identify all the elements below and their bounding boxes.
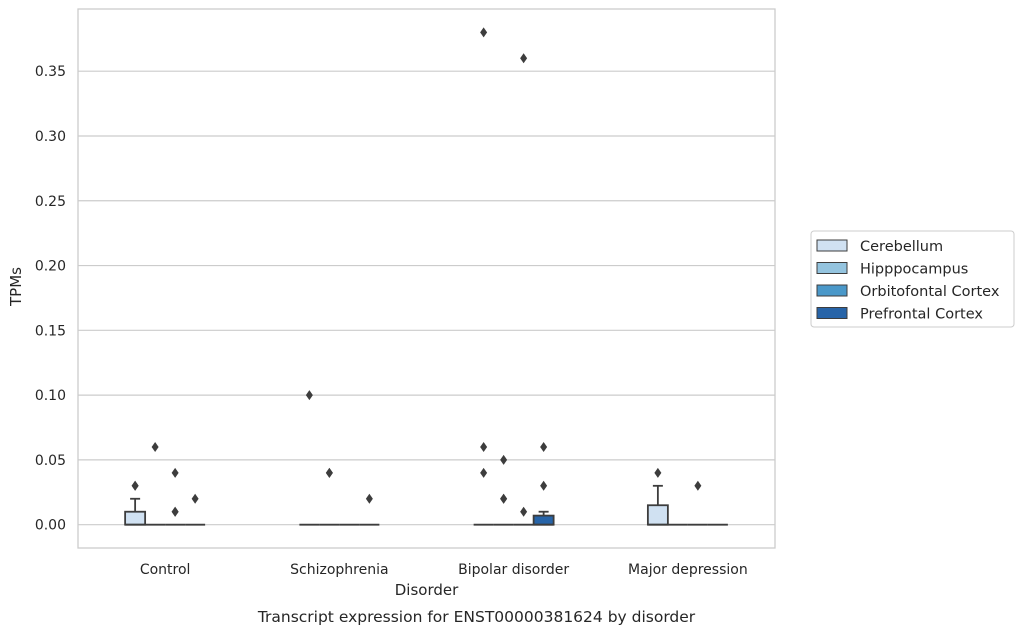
legend: Cerebellum Hipppocampus Orbitofontal Corte… (810, 230, 1015, 328)
outlier-point (365, 493, 373, 504)
outlier-point (520, 53, 528, 64)
outlier-point (131, 480, 139, 491)
y-tick-label: 0.00 (35, 518, 66, 534)
legend-frame (810, 230, 1015, 328)
x-tick-label: Control (140, 562, 191, 578)
plot-frame (77, 8, 776, 549)
x-tick-labels: Control Schizophrenia Bipolar disorder Majo… (140, 562, 748, 578)
outlier-point (171, 506, 179, 517)
y-tick-label: 0.30 (35, 129, 66, 145)
outlier-point (500, 493, 508, 504)
x-tick-label: Schizophrenia (290, 562, 388, 578)
legend-entry: Orbitofontal Cortex (860, 284, 1000, 300)
legend-swatch (816, 262, 848, 274)
y-tick-label: 0.25 (35, 194, 66, 210)
outlier-point (191, 493, 199, 504)
outlier-point (325, 467, 333, 478)
legend-swatch (816, 239, 848, 252)
y-tick-label: 0.10 (35, 388, 66, 404)
y-tick-labels: 0.00 0.05 0.10 0.15 0.20 0.25 0.30 0.35 (35, 64, 66, 533)
outlier-point (654, 467, 662, 478)
outlier-point (480, 467, 488, 478)
y-tick-label: 0.05 (35, 453, 66, 469)
legend-entry: Hipppocampus (860, 262, 968, 278)
y-tick-label: 0.15 (35, 323, 66, 339)
x-tick-label: Major depression (628, 562, 748, 578)
outlier-point (694, 480, 702, 491)
x-axis-label: Disorder (395, 581, 459, 599)
x-tick-label: Bipolar disorder (458, 562, 569, 578)
outlier-point (500, 454, 508, 465)
outlier-point (520, 506, 528, 517)
box (532, 510, 555, 526)
boxes (124, 484, 728, 526)
legend-swatch (816, 284, 848, 297)
legend-entry: Prefrontal Cortex (860, 307, 983, 323)
chart-caption: Transcript expression for ENST0000038162… (257, 608, 696, 626)
outlier-markers (131, 27, 702, 517)
outlier-point (480, 441, 488, 452)
legend-entry: Cerebellum (860, 239, 943, 255)
grid-lines (78, 70, 775, 526)
box (646, 484, 669, 526)
legend-swatch (816, 307, 848, 319)
outlier-point (540, 441, 548, 452)
outlier-point (540, 480, 548, 491)
outlier-point (171, 467, 179, 478)
outlier-point (305, 390, 313, 401)
outlier-point (480, 27, 488, 38)
outlier-point (151, 441, 159, 452)
y-tick-label: 0.35 (35, 64, 66, 80)
box (124, 497, 147, 526)
y-tick-label: 0.20 (35, 259, 66, 275)
y-axis-label: TPMs (7, 267, 25, 307)
